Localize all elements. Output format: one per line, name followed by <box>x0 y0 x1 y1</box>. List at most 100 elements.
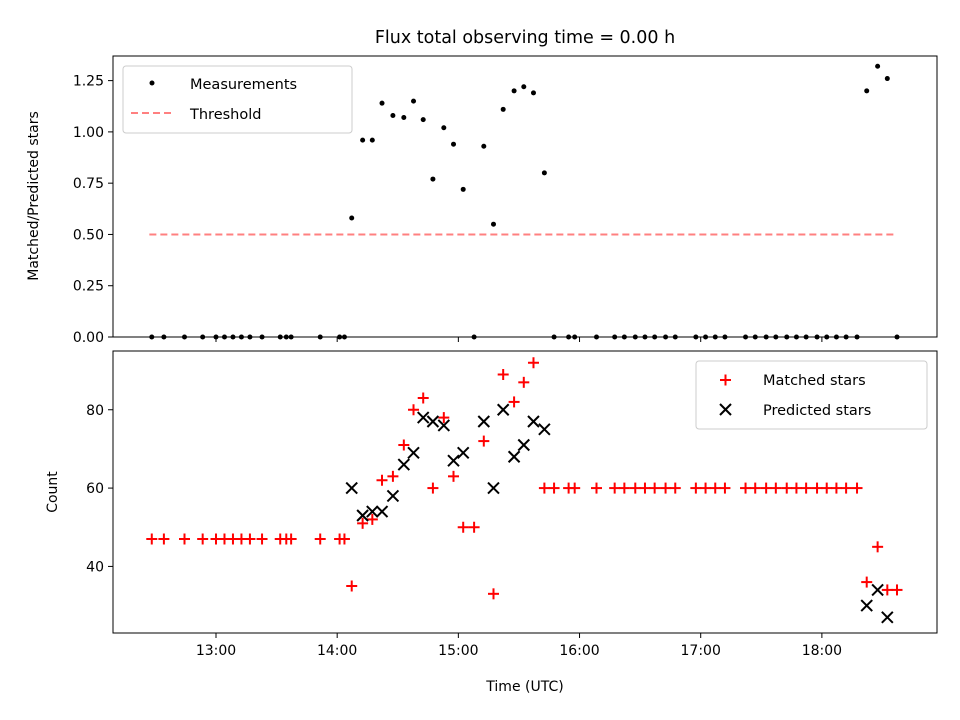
measurement-point <box>490 221 496 227</box>
bottom-x-ticks: 13:00 14:00 15:00 16:00 17:00 18:00 <box>196 633 842 659</box>
predicted-star-point <box>375 505 389 518</box>
predicted-star-point <box>507 450 521 463</box>
measurement-point <box>349 215 355 221</box>
bottom-legend: Matched stars Predicted stars <box>695 360 928 430</box>
matched-star-point <box>821 482 833 494</box>
matched-star-point <box>478 435 490 447</box>
predicted-star-point <box>397 458 411 471</box>
predicted-star-point <box>447 454 460 467</box>
measurement-point <box>369 137 375 143</box>
top-y-tick-label: 0.75 <box>73 176 104 192</box>
matched-star-point <box>376 474 388 486</box>
predicted-star-point <box>487 481 500 495</box>
matched-star-point <box>487 588 499 600</box>
matched-star-point <box>770 482 782 494</box>
measurement-point <box>379 100 385 106</box>
bottom-x-tick-label: 18:00 <box>802 643 842 659</box>
measurement-point <box>401 115 407 121</box>
predicted-star-point <box>538 423 551 436</box>
bottom-y-ticks: 40 60 80 <box>86 403 113 575</box>
matched-star-point <box>417 392 429 404</box>
matched-star-point <box>639 482 651 494</box>
matched-star-point <box>649 482 661 494</box>
measurement-point <box>500 106 506 112</box>
top-y-axis-label: Matched/Predicted stars <box>26 111 42 281</box>
bottom-x-tick-label: 13:00 <box>196 643 236 659</box>
bottom-x-tick-label: 17:00 <box>681 643 721 659</box>
x-axis-label: Time (UTC) <box>485 679 563 695</box>
predicted-star-point <box>517 438 530 452</box>
matched-star-point <box>830 482 842 494</box>
bottom-y-tick-label: 80 <box>86 403 104 419</box>
matched-star-point <box>398 439 410 451</box>
measurement-point <box>420 117 426 123</box>
measurement-point <box>451 141 457 147</box>
matched-star-point <box>781 482 793 494</box>
matched-star-point <box>840 482 852 494</box>
matched-star-point <box>357 517 369 529</box>
top-y-tick-label: 1.00 <box>73 125 104 141</box>
bottom-axes-frame <box>112 350 938 634</box>
matched-star-point <box>800 482 812 494</box>
measurement-point <box>884 76 890 82</box>
matched-star-point <box>690 482 702 494</box>
predicted-star-point <box>456 446 470 460</box>
predicted-star-point <box>437 419 451 432</box>
matched-star-point <box>457 521 469 533</box>
matched-star-point <box>438 412 450 424</box>
matched-star-point <box>872 541 884 553</box>
matched-star-point <box>749 482 761 494</box>
matched-star-point <box>527 357 539 369</box>
predicted-star-point <box>386 489 400 503</box>
predicted-star-point <box>527 415 540 428</box>
top-x-ticks <box>215 337 823 342</box>
matched-star-point <box>569 482 581 494</box>
predicted-star-point <box>860 599 873 612</box>
predicted-star-point <box>356 509 369 522</box>
legend-matched-label: Matched stars <box>763 373 866 389</box>
matched-star-point <box>548 482 560 494</box>
matched-star-point <box>497 369 509 380</box>
legend-matched-marker <box>720 374 731 386</box>
matched-star-point <box>851 482 863 494</box>
matched-star-point <box>811 482 823 494</box>
matched-star-point <box>740 482 752 494</box>
predicted-star-point <box>407 446 420 460</box>
measurement-point <box>875 63 881 69</box>
bottom-panel: 40 60 80 13:00 14:00 15:00 16:00 17:00 18:00 Co… <box>45 350 938 695</box>
bottom-x-tick-label: 14:00 <box>317 643 357 659</box>
matched-star-point <box>609 482 621 494</box>
matched-star-point <box>338 533 350 545</box>
top-legend-box <box>122 65 353 134</box>
bottom-legend-box <box>695 360 928 430</box>
predicted-star-point <box>496 403 510 416</box>
top-y-tick-label: 1.25 <box>73 74 104 90</box>
matched-star-point <box>881 584 893 596</box>
matched-star-point <box>408 404 420 416</box>
predicted-star-point <box>426 415 440 428</box>
matched-star-point <box>427 482 439 494</box>
predicted-star-point <box>871 583 884 597</box>
matched-star-point <box>760 482 772 494</box>
matched-star-point <box>366 513 378 525</box>
bottom-x-tick-label: 16:00 <box>559 643 599 659</box>
matched-star-point <box>178 533 190 545</box>
matched-star-point <box>861 576 873 588</box>
top-legend: Measurements Threshold <box>122 65 353 134</box>
measurement-point <box>441 125 447 131</box>
measurement-point <box>864 88 870 94</box>
matched-star-point <box>790 482 802 494</box>
top-axes-frame <box>112 55 938 338</box>
measurement-point <box>530 90 536 96</box>
measurement-point <box>511 88 517 94</box>
matched-star-point <box>629 482 641 494</box>
measurement-point <box>411 98 417 104</box>
matched-star-point <box>538 482 550 494</box>
matched-star-point <box>508 396 520 408</box>
matched-star-point <box>660 482 672 494</box>
matched-star-point <box>468 521 480 533</box>
matched-star-point <box>518 376 530 388</box>
matched-star-point <box>669 482 681 494</box>
legend-threshold-label: Threshold <box>189 107 261 123</box>
bottom-y-tick-label: 60 <box>86 481 104 497</box>
